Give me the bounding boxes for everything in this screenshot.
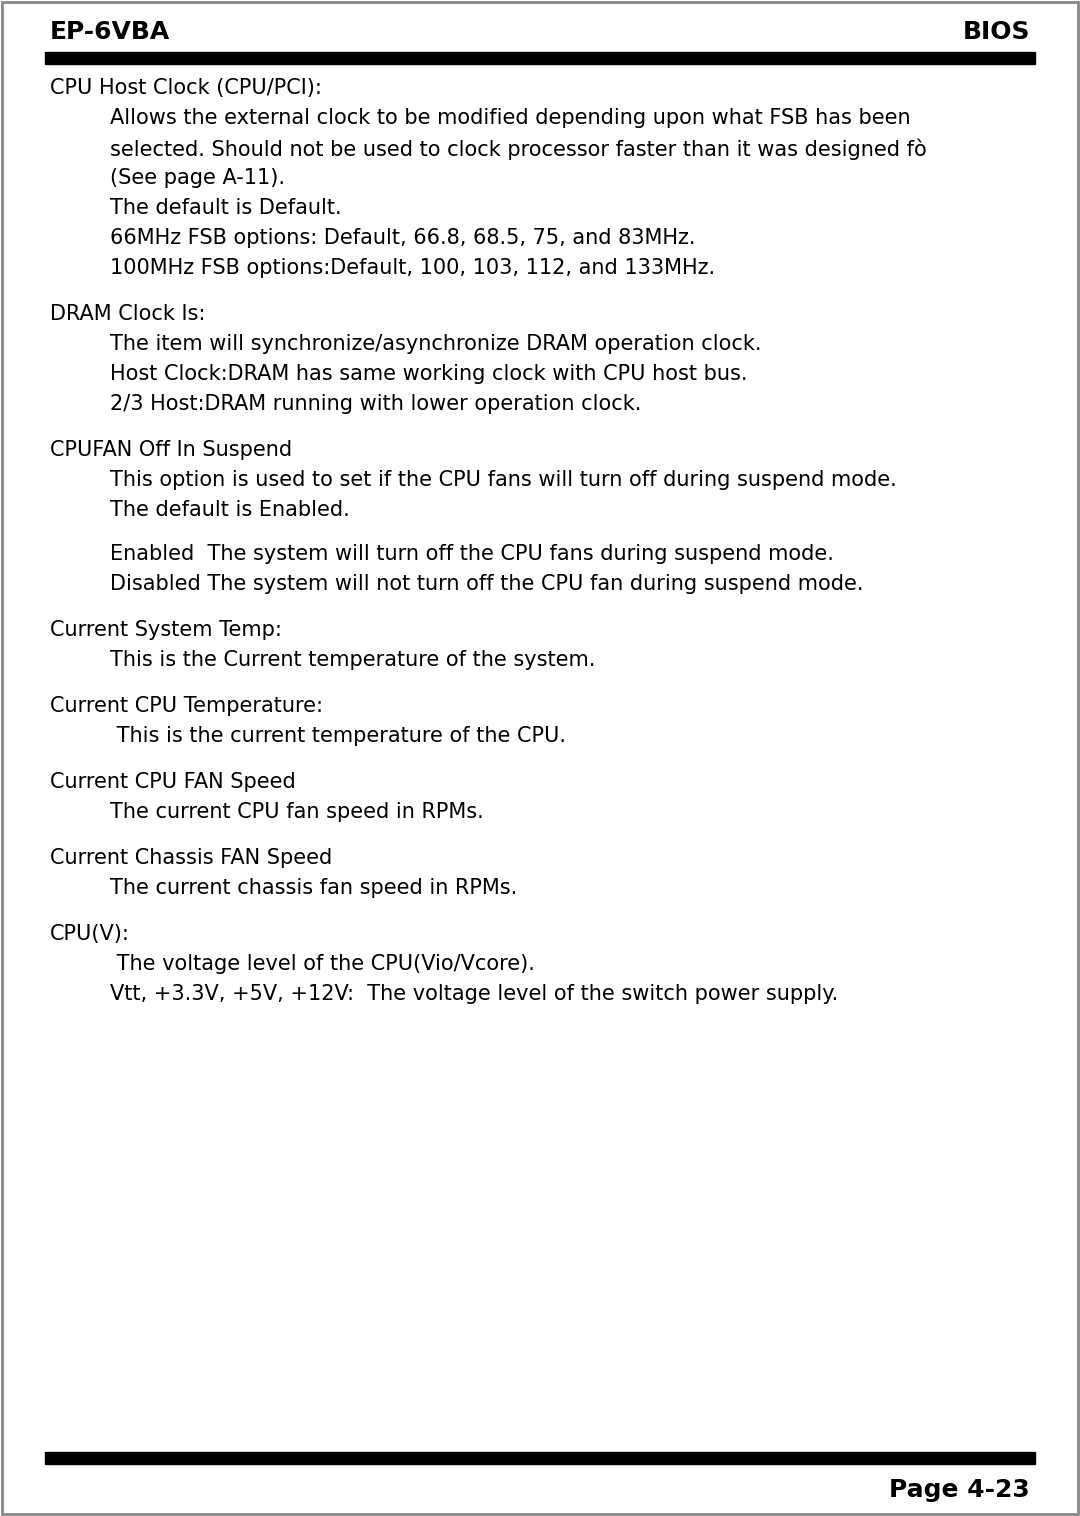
- Text: 100MHz FSB options:Default, 100, 103, 112, and 133MHz.: 100MHz FSB options:Default, 100, 103, 11…: [110, 258, 715, 277]
- Text: CPU Host Clock (CPU/PCI):: CPU Host Clock (CPU/PCI):: [50, 77, 322, 99]
- Text: Page 4-23: Page 4-23: [889, 1478, 1030, 1502]
- Text: The current CPU fan speed in RPMs.: The current CPU fan speed in RPMs.: [110, 802, 484, 822]
- Text: Current System Temp:: Current System Temp:: [50, 620, 282, 640]
- Text: BIOS: BIOS: [962, 20, 1030, 44]
- Text: Disabled The system will not turn off the CPU fan during suspend mode.: Disabled The system will not turn off th…: [110, 575, 864, 594]
- Text: EP-6VBA: EP-6VBA: [50, 20, 171, 44]
- Text: Enabled  The system will turn off the CPU fans during suspend mode.: Enabled The system will turn off the CPU…: [110, 544, 834, 564]
- Text: Current Chassis FAN Speed: Current Chassis FAN Speed: [50, 847, 333, 869]
- Text: This is the Current temperature of the system.: This is the Current temperature of the s…: [110, 650, 595, 670]
- Text: Allows the external clock to be modified depending upon what FSB has been: Allows the external clock to be modified…: [110, 108, 910, 127]
- Text: selected. Should not be used to clock processor faster than it was designed fò: selected. Should not be used to clock pr…: [110, 138, 927, 159]
- Text: The current chassis fan speed in RPMs.: The current chassis fan speed in RPMs.: [110, 878, 517, 897]
- Text: Current CPU Temperature:: Current CPU Temperature:: [50, 696, 323, 716]
- Bar: [45, 1452, 1035, 1464]
- Text: DRAM Clock Is:: DRAM Clock Is:: [50, 305, 205, 324]
- Text: Vtt, +3.3V, +5V, +12V:  The voltage level of the switch power supply.: Vtt, +3.3V, +5V, +12V: The voltage level…: [110, 984, 838, 1004]
- Text: The item will synchronize/asynchronize DRAM operation clock.: The item will synchronize/asynchronize D…: [110, 334, 761, 355]
- Text: This option is used to set if the CPU fans will turn off during suspend mode.: This option is used to set if the CPU fa…: [110, 470, 896, 490]
- Text: 2/3 Host:DRAM running with lower operation clock.: 2/3 Host:DRAM running with lower operati…: [110, 394, 642, 414]
- Text: This is the current temperature of the CPU.: This is the current temperature of the C…: [110, 726, 566, 746]
- Text: The voltage level of the CPU(Vio/Vcore).: The voltage level of the CPU(Vio/Vcore).: [110, 954, 535, 973]
- Text: Current CPU FAN Speed: Current CPU FAN Speed: [50, 772, 296, 791]
- Text: CPUFAN Off In Suspend: CPUFAN Off In Suspend: [50, 440, 292, 459]
- Text: CPU(V):: CPU(V):: [50, 923, 130, 944]
- Text: Host Clock:DRAM has same working clock with CPU host bus.: Host Clock:DRAM has same working clock w…: [110, 364, 747, 384]
- Text: 66MHz FSB options: Default, 66.8, 68.5, 75, and 83MHz.: 66MHz FSB options: Default, 66.8, 68.5, …: [110, 227, 696, 249]
- Text: (See page A-11).: (See page A-11).: [110, 168, 285, 188]
- Text: The default is Default.: The default is Default.: [110, 199, 341, 218]
- Bar: [45, 52, 1035, 64]
- Text: The default is Enabled.: The default is Enabled.: [110, 500, 350, 520]
